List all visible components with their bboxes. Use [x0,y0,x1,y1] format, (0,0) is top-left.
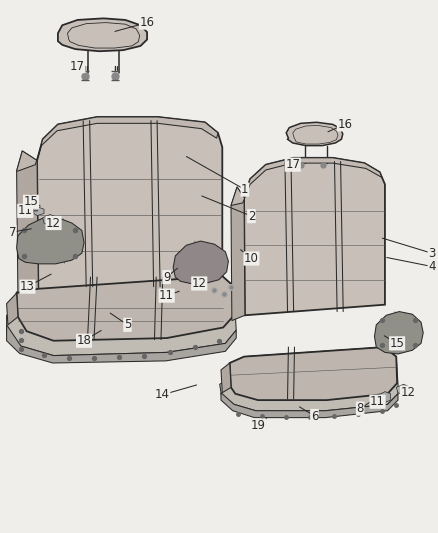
Text: 12: 12 [192,277,207,290]
Polygon shape [231,187,245,320]
Polygon shape [173,241,228,284]
Text: 11: 11 [159,289,174,302]
Polygon shape [396,384,409,395]
Text: 8: 8 [357,402,364,415]
Polygon shape [17,151,39,297]
Polygon shape [220,347,398,411]
Text: 11: 11 [18,204,33,217]
Text: 1: 1 [241,183,249,196]
Polygon shape [7,276,236,356]
Text: 15: 15 [390,337,405,350]
Polygon shape [221,393,398,418]
Text: 15: 15 [24,195,39,208]
Text: 17: 17 [285,158,300,171]
Polygon shape [17,217,84,264]
Text: 19: 19 [251,419,265,432]
Text: 4: 4 [428,260,436,273]
Text: 11: 11 [370,395,385,408]
Polygon shape [286,122,343,146]
Text: 16: 16 [337,118,353,131]
Polygon shape [7,325,236,363]
Polygon shape [231,158,382,206]
Polygon shape [221,363,231,393]
Text: 14: 14 [155,389,170,401]
Text: 13: 13 [20,280,35,293]
Text: 16: 16 [140,16,155,29]
Polygon shape [42,215,57,225]
Text: 12: 12 [400,386,416,399]
Polygon shape [379,392,391,403]
Text: 3: 3 [428,247,436,260]
Polygon shape [374,312,423,354]
Text: 2: 2 [247,209,255,223]
Text: 10: 10 [244,252,259,265]
Polygon shape [24,195,37,207]
Polygon shape [37,117,223,290]
Text: 5: 5 [124,318,131,332]
Polygon shape [230,347,397,400]
Text: 7: 7 [8,225,16,239]
Polygon shape [33,207,44,216]
Polygon shape [17,117,218,171]
Polygon shape [244,158,385,316]
Text: 18: 18 [77,334,92,347]
Text: 9: 9 [163,271,170,284]
Polygon shape [7,293,18,325]
Text: 12: 12 [46,216,61,230]
Text: 6: 6 [311,409,318,423]
Text: 17: 17 [70,60,85,72]
Polygon shape [17,276,234,341]
Polygon shape [58,18,147,51]
